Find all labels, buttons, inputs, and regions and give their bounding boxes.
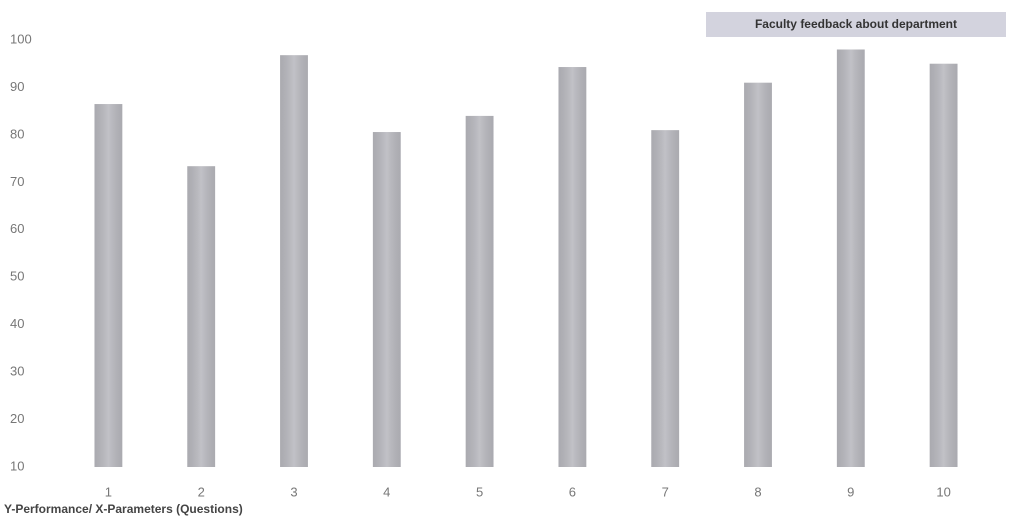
x-tick-label: 1 [105,484,112,499]
bar-shade [929,63,958,467]
x-tick-label: 5 [476,484,483,499]
bar-shade [651,130,680,467]
y-tick-label: 60 [10,221,24,236]
y-tick-label: 90 [10,79,24,94]
x-tick-label: 6 [569,484,576,499]
y-tick-label: 20 [10,411,24,426]
y-tick-label: 80 [10,126,24,141]
bar-shade [836,49,865,467]
chart-title: Faculty feedback about department [755,17,957,31]
x-tick-label: 3 [290,484,297,499]
x-tick-label: 9 [847,484,854,499]
x-tick-label: 7 [662,484,669,499]
x-tick-label: 8 [754,484,761,499]
y-tick-label: 30 [10,364,24,379]
bar-shade [372,132,401,467]
y-tick-label: 100 [10,31,32,46]
axis-label: Y-Performance/ X-Parameters (Questions) [4,502,243,516]
y-tick-label: 50 [10,269,24,284]
bar-shade [280,55,308,467]
bar-shade [744,82,772,467]
x-tick-label: 2 [198,484,205,499]
bar-shade [465,115,494,468]
y-tick-label: 40 [10,316,24,331]
bar-shade [94,104,123,468]
y-tick-label: 10 [10,458,24,473]
y-tick-label: 70 [10,174,24,189]
title-box [706,12,1006,37]
x-tick-label: 4 [383,484,390,499]
bar-shade [187,166,216,468]
bar-shade [558,67,587,467]
x-tick-label: 10 [936,484,950,499]
